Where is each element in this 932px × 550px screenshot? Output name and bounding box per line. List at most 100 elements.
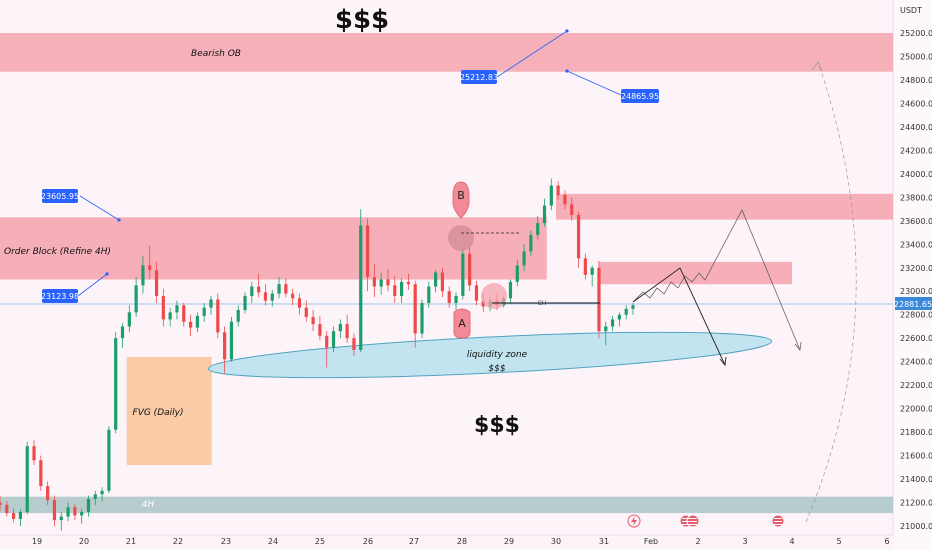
zone-rect-4	[126, 356, 212, 465]
candle	[73, 503, 77, 521]
candle	[454, 292, 458, 311]
time-tick-label: 26	[363, 537, 373, 546]
candle	[5, 501, 9, 517]
price-tick-label: 25200.00	[900, 29, 932, 38]
projection-path-1	[632, 209, 801, 351]
candle	[345, 314, 349, 343]
candle	[474, 280, 479, 306]
candle	[610, 315, 615, 332]
time-tick-label: 6	[884, 537, 889, 546]
callout-dot-3	[565, 29, 569, 33]
price-tick-label: 22000.00	[900, 405, 932, 414]
candle	[18, 509, 23, 526]
price-tick-label: 25000.00	[900, 52, 932, 61]
time-tick-label: 24	[268, 537, 278, 546]
candle	[127, 305, 131, 333]
bottom-liquidity-label: $$$	[474, 413, 520, 438]
liquidity-zone-ellipse	[207, 331, 773, 379]
candle	[365, 218, 370, 292]
price-tick-label: 24000.00	[900, 170, 932, 179]
ch-label: CH	[538, 300, 547, 307]
price-tick-label: 23600.00	[900, 217, 932, 226]
point-b-label: B	[457, 189, 465, 202]
candle	[209, 295, 213, 315]
point-a-label: A	[458, 317, 466, 330]
price-tick-label: 22800.00	[900, 311, 932, 320]
candle	[161, 288, 165, 327]
candle	[93, 490, 97, 505]
candle	[338, 319, 342, 339]
zone-rect-3	[598, 261, 792, 285]
candle	[291, 288, 295, 306]
a-marker-shape	[453, 308, 471, 339]
time-tick-label: 3	[742, 537, 747, 546]
candle	[134, 277, 138, 318]
candle	[107, 426, 111, 494]
candle	[86, 495, 91, 517]
candle	[188, 314, 193, 336]
callout-line-1	[79, 195, 120, 221]
candle	[631, 302, 635, 315]
top-liquidity-label: $$$	[335, 5, 389, 35]
zone-rect-5	[0, 496, 893, 514]
candle	[617, 312, 621, 327]
callout-line-3	[496, 30, 568, 78]
currency-label: USDT	[900, 6, 922, 15]
callout-25212: 25212.83	[460, 70, 498, 84]
candle	[529, 230, 533, 257]
candle	[406, 273, 410, 291]
price-tick-label: 21200.00	[900, 499, 932, 508]
candle	[536, 216, 540, 240]
time-axis-ticks: 19 20 21 22 23 24 25 26 27 28 29 30 31 Feb 2 3 4 5 6	[32, 537, 890, 546]
candle	[556, 180, 560, 200]
price-tick-label: 24400.00	[900, 123, 932, 132]
candle	[182, 302, 186, 327]
candle	[604, 321, 608, 346]
candle	[420, 299, 424, 339]
candle	[195, 312, 199, 333]
projection-arc-arrowhead	[811, 61, 823, 72]
candle	[229, 317, 234, 362]
candle	[257, 273, 261, 298]
price-tick-label: 24600.00	[900, 99, 932, 108]
candle	[440, 267, 445, 298]
price-tick-label: 23400.00	[900, 240, 932, 249]
time-tick-label: 30	[551, 537, 561, 546]
callout-23123-text: 23123.98	[41, 292, 79, 301]
candle	[175, 300, 179, 320]
candle	[250, 281, 254, 303]
order-block-label: Order Block (Refine 4H)	[4, 247, 111, 257]
event-icon-flag-group[interactable]	[679, 514, 785, 528]
liquidity-zone-sublabel: $$$	[488, 364, 505, 374]
candle	[284, 278, 288, 298]
last-price-text: 22881.65	[894, 300, 932, 309]
price-tick-label: 21800.00	[900, 428, 932, 437]
candle	[148, 245, 152, 280]
event-icon-lightning[interactable]	[627, 514, 641, 528]
time-tick-label: 5	[836, 537, 841, 546]
callout-dot-2	[105, 272, 109, 276]
candle	[468, 244, 472, 292]
time-tick-label: 4	[789, 537, 794, 546]
candle	[59, 511, 63, 531]
candle	[331, 326, 336, 353]
candle	[311, 310, 315, 332]
candle	[12, 508, 16, 523]
callout-line-4	[566, 70, 622, 96]
price-tick-label: 24800.00	[900, 76, 932, 85]
price-axis-panel	[893, 0, 932, 550]
candle	[597, 260, 601, 339]
candle	[522, 244, 526, 272]
b-marker-shape	[452, 181, 470, 219]
time-tick-label: 31	[599, 537, 609, 546]
projection-arrowhead-1	[794, 341, 802, 351]
candle	[32, 440, 36, 465]
callout-24865-text: 24865.95	[621, 92, 659, 101]
candle	[223, 326, 227, 374]
candle	[39, 455, 43, 491]
callout-25212-text: 25212.83	[460, 73, 498, 82]
candle	[270, 290, 274, 307]
candle	[154, 261, 159, 303]
